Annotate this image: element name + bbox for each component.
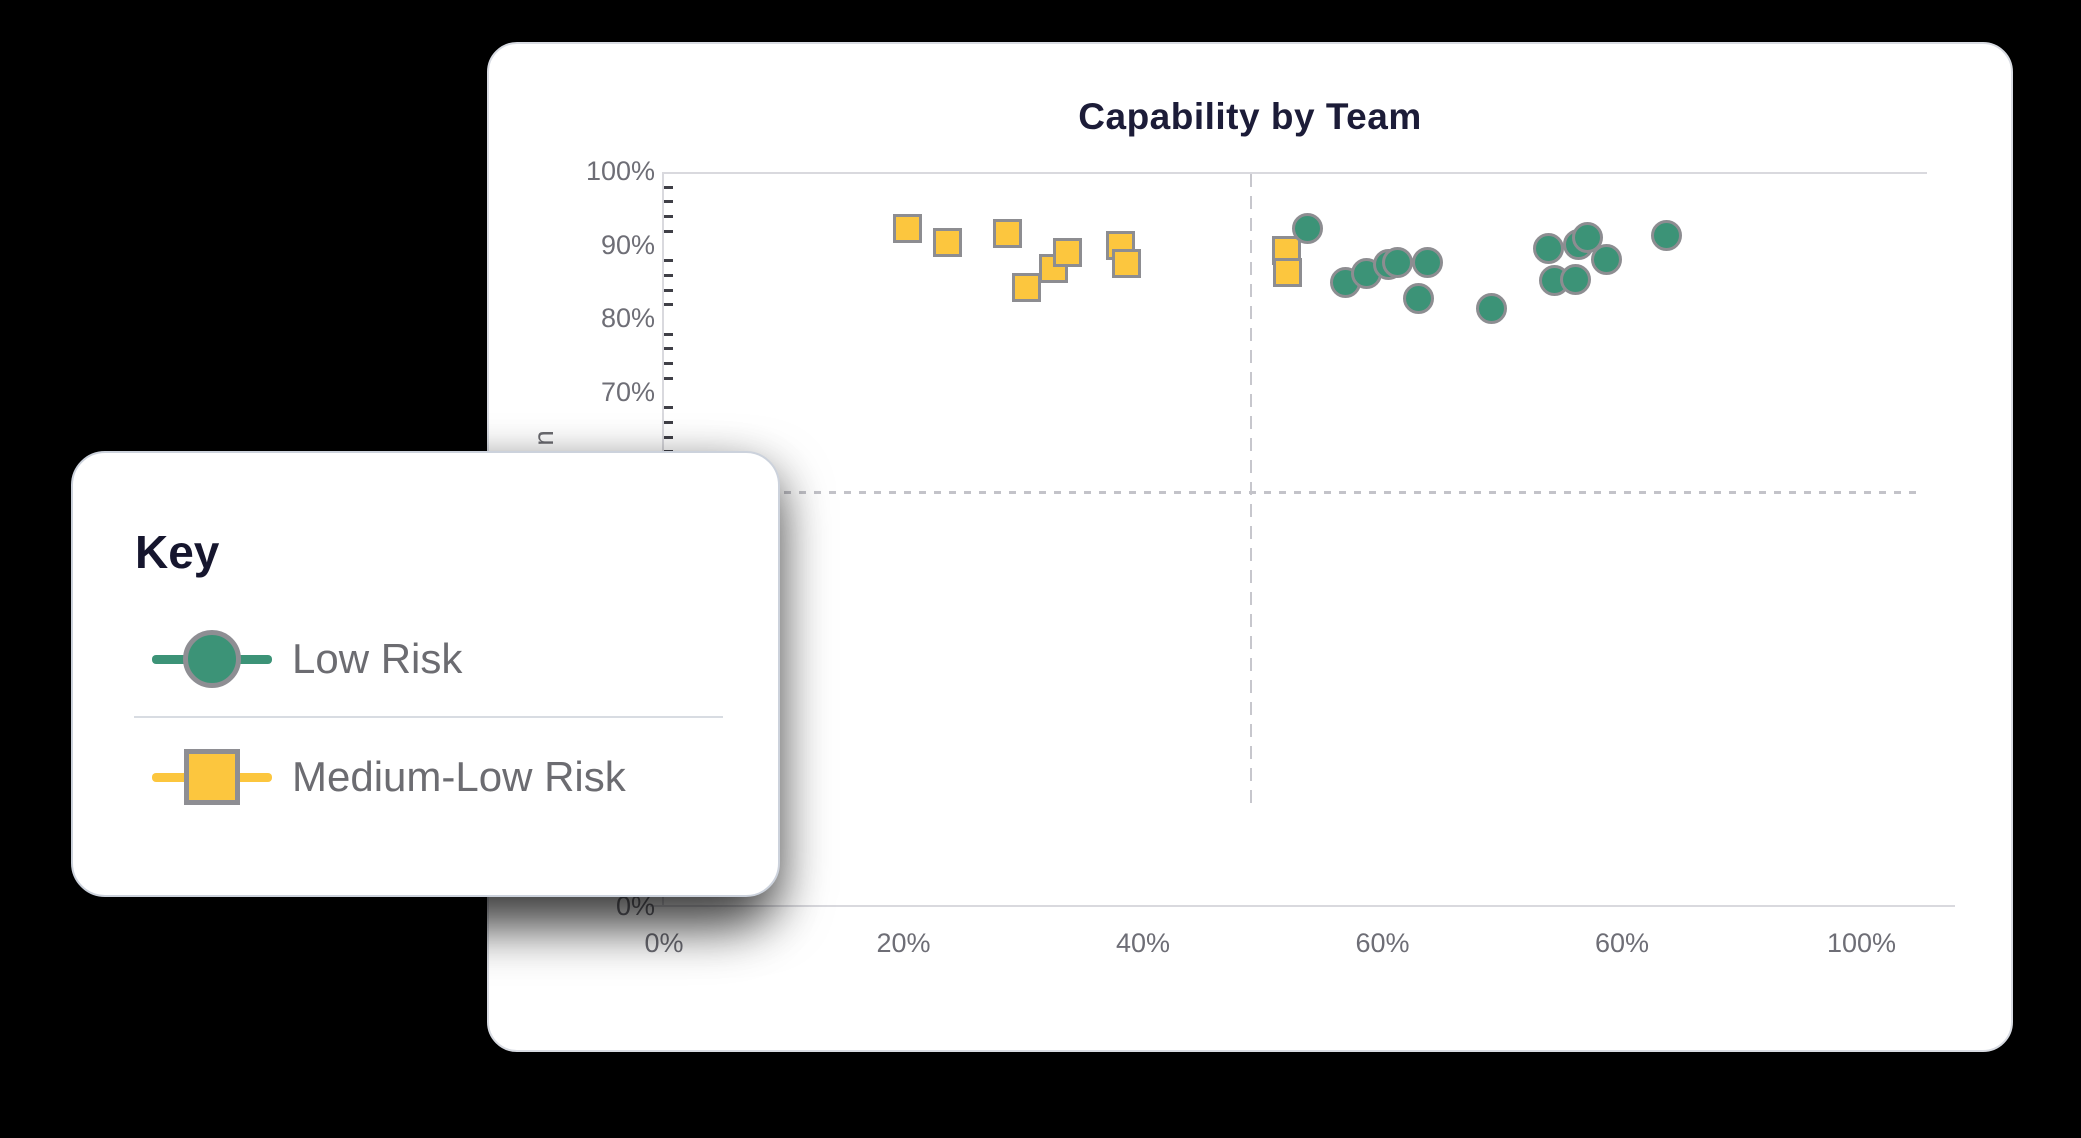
y-axis-minor-tick — [664, 259, 673, 263]
data-point-square[interactable] — [992, 218, 1022, 248]
low-risk-circle-marker-icon — [183, 630, 241, 688]
y-axis-minor-tick — [664, 273, 673, 277]
data-point-circle[interactable] — [1292, 212, 1324, 244]
x-axis-tick-label: 60% — [1355, 928, 1410, 958]
y-axis-minor-tick — [664, 229, 673, 233]
data-point-circle[interactable] — [1411, 246, 1443, 278]
legend-item-low-risk: Low Risk — [73, 629, 778, 689]
top-gridline — [662, 172, 1927, 174]
data-point-circle[interactable] — [1532, 232, 1564, 264]
reference-line-horizontal — [664, 490, 1919, 494]
x-axis-tick-label: 100% — [1826, 928, 1897, 958]
x-axis-tick-label: 40% — [1115, 928, 1171, 958]
y-axis-minor-tick — [664, 332, 673, 336]
y-axis-minor-tick — [664, 185, 673, 189]
data-point-circle[interactable] — [1560, 264, 1592, 296]
data-point-circle[interactable] — [1403, 282, 1435, 314]
legend-label-low-risk: Low Risk — [292, 635, 463, 682]
y-axis-minor-tick — [664, 347, 673, 351]
data-point-square[interactable] — [1112, 248, 1142, 278]
y-axis-minor-tick — [664, 303, 673, 307]
y-axis-minor-tick — [664, 420, 673, 424]
data-point-square[interactable] — [1011, 273, 1041, 303]
data-point-circle[interactable] — [1381, 246, 1413, 278]
y-axis-minor-tick — [664, 215, 673, 219]
data-point-circle[interactable] — [1572, 221, 1604, 253]
chart-title: Capability by Team — [1078, 96, 1422, 137]
y-axis-title-fragment: n — [527, 430, 559, 446]
data-point-circle[interactable] — [1591, 243, 1623, 275]
y-axis-minor-tick — [664, 362, 673, 366]
legend-label-medium-low-risk: Medium-Low Risk — [292, 753, 626, 800]
x-axis-tick-label: 0% — [644, 928, 684, 958]
plot-area: 100%90%80%70%60%50%40%30%20%10%0%0%20%40… — [586, 156, 1955, 958]
data-point-square[interactable] — [932, 228, 962, 258]
data-point-square[interactable] — [893, 214, 923, 244]
y-axis-tick-label: 90% — [600, 229, 655, 260]
legend-divider — [134, 716, 723, 718]
key-card: Key Low Risk Medium-Low Risk — [71, 451, 780, 897]
y-axis-tick-label: 100% — [585, 156, 655, 186]
y-axis-tick-label: 70% — [600, 376, 655, 407]
key-title: Key — [135, 526, 220, 578]
x-axis-tick-label: 20% — [876, 928, 931, 958]
y-axis-tick-label: 80% — [600, 303, 655, 333]
y-axis-minor-tick — [664, 406, 673, 410]
x-axis-tick-label: 60% — [1594, 928, 1650, 958]
medium-low-risk-square-marker-icon — [184, 749, 240, 805]
y-axis-minor-tick — [664, 435, 673, 439]
y-axis-minor-tick — [664, 376, 673, 380]
y-axis-minor-tick — [664, 288, 673, 292]
y-axis-minor-tick — [664, 200, 673, 204]
data-point-square[interactable] — [1052, 237, 1082, 267]
data-point-circle[interactable] — [1651, 220, 1683, 252]
x-axis-line — [650, 905, 1955, 907]
data-point-circle[interactable] — [1476, 292, 1508, 324]
legend-item-medium-low-risk: Medium-Low Risk — [73, 747, 778, 807]
data-point-square[interactable] — [1272, 257, 1302, 287]
